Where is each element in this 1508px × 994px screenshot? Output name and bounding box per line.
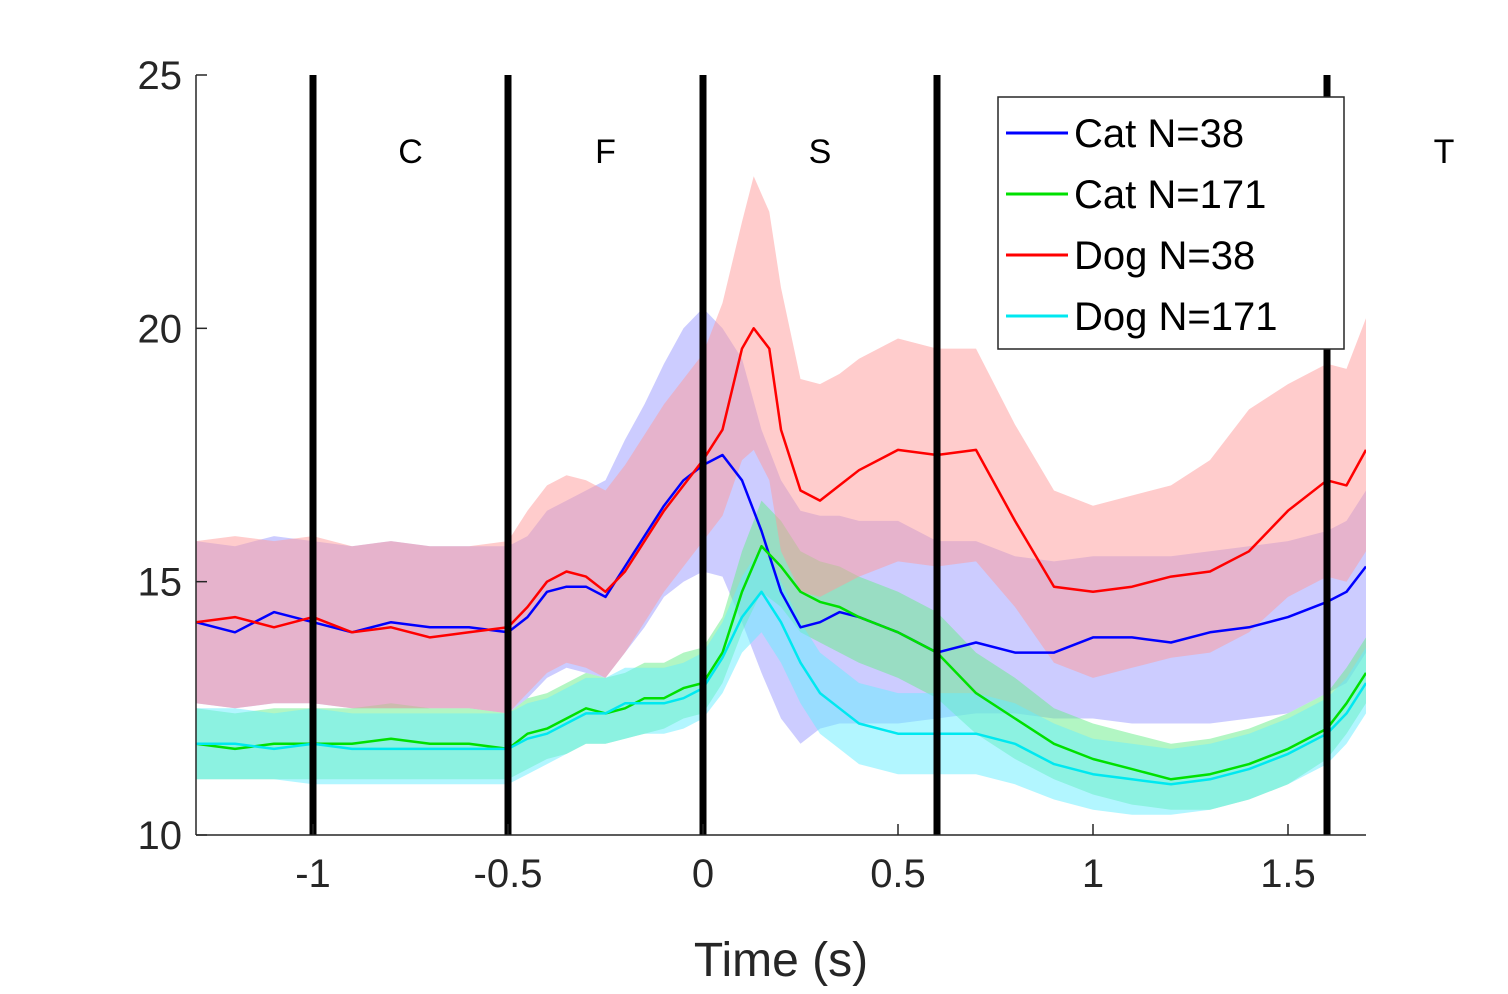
legend-box [997,96,1345,350]
legend-label: Cat N=171 [1074,173,1266,217]
y-tick-label: 15 [138,561,183,605]
line-series-4 [196,590,1366,786]
x-tick-label: -1 [295,852,331,896]
band-series-3 [196,176,1366,714]
x-tick-label: 0.5 [870,852,926,896]
x-axis-title: Time (s) [694,934,868,987]
x-tick-label: -0.5 [474,852,543,896]
line-series-1 [196,453,1366,654]
axes: -1 -0.5 0 0.5 1 1.5 10 15 20 25 [138,54,1366,896]
phase-label-s: S [809,133,832,171]
legend-label: Cat N=38 [1074,112,1244,156]
legend: Cat N=38 Cat N=171 Dog N=38 Dog N=171 [997,96,1345,350]
x-tick-label: 1.5 [1260,852,1316,896]
line-series-3 [196,327,1366,639]
x-tick-label: 1 [1082,852,1104,896]
y-tick-label: 10 [138,814,183,858]
y-tick-label: 25 [138,54,183,98]
x-tick-label: 0 [692,852,714,896]
y-tick-label: 20 [138,307,183,351]
phase-label-t: T [1434,133,1455,171]
confidence-bands [196,176,1366,815]
line-series-2 [196,544,1366,781]
legend-label: Dog N=38 [1074,234,1255,278]
legend-label: Dog N=171 [1074,295,1277,339]
series-lines [196,327,1366,786]
phase-label-f: F [595,133,616,171]
phase-label-c: C [398,133,423,171]
